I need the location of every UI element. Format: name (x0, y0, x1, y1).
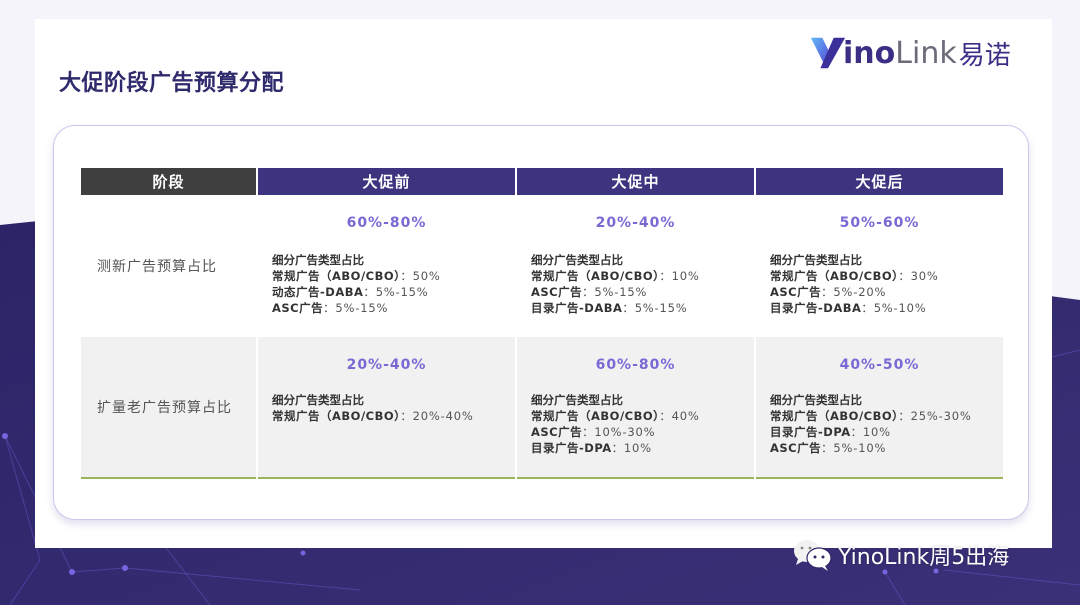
table-cell: 20%-40% 细分广告类型占比 常规广告（ABO/CBO）：10% ASC广告… (516, 195, 756, 337)
item-value: ：5%-15% (323, 301, 389, 315)
wechat-icon (794, 540, 832, 571)
item-key: ASC广告 (531, 285, 583, 299)
item-key: 动态广告-DABA (272, 285, 364, 299)
row-label: 测新广告预算占比 (81, 195, 258, 337)
item-value: ：25%-30% (898, 409, 972, 423)
item-key: ASC广告 (770, 285, 822, 299)
item-value: ：5%-10% (821, 441, 887, 455)
item-key: 常规广告（ABO/CBO） (531, 409, 660, 423)
breakdown-title: 细分广告类型占比 (531, 253, 623, 267)
breakdown-item: 常规广告（ABO/CBO）：40% (531, 408, 754, 424)
breakdown-title: 细分广告类型占比 (272, 393, 364, 407)
item-key: 目录广告-DABA (770, 301, 862, 315)
budget-range: 60%-80% (595, 357, 676, 373)
yinolink-logo-mark-icon (810, 37, 846, 69)
item-key: ASC广告 (770, 441, 822, 455)
logo-text-cn: 易诺 (958, 40, 1011, 71)
item-key: 目录广告-DPA (770, 425, 851, 439)
breakdown-item: ASC广告：5%-15% (531, 284, 754, 300)
breakdown-item: 常规广告（ABO/CBO）：50% (272, 268, 515, 284)
table-header-row: 阶段 大促前 大促中 大促后 (81, 168, 1003, 195)
header-pre-promo: 大促前 (257, 168, 517, 195)
item-key: 常规广告（ABO/CBO） (272, 409, 401, 423)
table-cell: 50%-60% 细分广告类型占比 常规广告（ABO/CBO）：30% ASC广告… (755, 195, 1003, 337)
item-key: 常规广告（ABO/CBO） (770, 409, 899, 423)
breakdown-item: 常规广告（ABO/CBO）：25%-30% (770, 408, 1003, 424)
breakdown-title: 细分广告类型占比 (531, 393, 623, 407)
header-stage: 阶段 (81, 168, 258, 195)
table-cell: 20%-40% 细分广告类型占比 常规广告（ABO/CBO）：20%-40% (257, 337, 517, 478)
breakdown-item: 目录广告-DPA：10% (531, 440, 754, 456)
budget-range: 20%-40% (595, 215, 676, 231)
breakdown-item: 目录广告-DABA：5%-15% (531, 300, 754, 316)
budget-range: 50%-60% (839, 215, 920, 231)
table-panel: 阶段 大促前 大促中 大促后 测新广告预算占比 60%-80% 细分广告类型占比… (53, 125, 1029, 520)
logo-text-link: Link (895, 35, 957, 71)
breakdown: 细分广告类型占比 常规广告（ABO/CBO）：10% ASC广告：5%-15% … (517, 252, 754, 316)
budget-range: 20%-40% (346, 357, 427, 373)
breakdown-item: ASC广告：10%-30% (531, 424, 754, 440)
breakdown-title: 细分广告类型占比 (770, 253, 862, 267)
row-label: 扩量老广告预算占比 (81, 337, 258, 478)
item-value: ：5%-15% (622, 301, 688, 315)
table-row-scale-old-ads: 扩量老广告预算占比 20%-40% 细分广告类型占比 常规广告（ABO/CBO）… (81, 337, 1003, 478)
breakdown-item: ASC广告：5%-10% (770, 440, 1003, 456)
budget-range: 40%-50% (839, 357, 920, 373)
breakdown: 细分广告类型占比 常规广告（ABO/CBO）：25%-30% 目录广告-DPA：… (756, 392, 1003, 456)
header-during-promo: 大促中 (516, 168, 756, 195)
header-post-promo: 大促后 (755, 168, 1003, 195)
yinolink-logo: ino Link 易诺 (809, 33, 1011, 73)
item-value: ：20%-40% (400, 409, 474, 423)
wechat-watermark: YinoLink周5出海 (792, 538, 1009, 572)
item-value: ：5%-20% (821, 285, 887, 299)
breakdown-title: 细分广告类型占比 (272, 253, 364, 267)
table-cell: 60%-80% 细分广告类型占比 常规广告（ABO/CBO）：50% 动态广告-… (257, 195, 517, 337)
breakdown-item: ASC广告：5%-15% (272, 300, 515, 316)
slide-card: 大促阶段广告预算分配 ino Link 易诺 阶段 大促前 (35, 19, 1052, 548)
breakdown-item: 目录广告-DABA：5%-10% (770, 300, 1003, 316)
item-value: ：10%-30% (582, 425, 656, 439)
item-key: 目录广告-DPA (531, 441, 612, 455)
item-value: ：40% (659, 409, 700, 423)
budget-allocation-table: 阶段 大促前 大促中 大促后 测新广告预算占比 60%-80% 细分广告类型占比… (81, 168, 1003, 479)
item-key: 常规广告（ABO/CBO） (531, 269, 660, 283)
table-cell: 60%-80% 细分广告类型占比 常规广告（ABO/CBO）：40% ASC广告… (516, 337, 756, 478)
item-value: ：10% (850, 425, 891, 439)
breakdown-item: 常规广告（ABO/CBO）：20%-40% (272, 408, 515, 424)
breakdown-item: 目录广告-DPA：10% (770, 424, 1003, 440)
breakdown: 细分广告类型占比 常规广告（ABO/CBO）：20%-40% (258, 392, 515, 424)
item-value: ：5%-10% (861, 301, 927, 315)
item-key: ASC广告 (272, 301, 324, 315)
breakdown-item: 常规广告（ABO/CBO）：10% (531, 268, 754, 284)
breakdown: 细分广告类型占比 常规广告（ABO/CBO）：50% 动态广告-DABA：5%-… (258, 252, 515, 316)
item-value: ：5%-15% (582, 285, 648, 299)
budget-range: 60%-80% (346, 215, 427, 231)
watermark-text: YinoLink周5出海 (838, 545, 1010, 570)
breakdown-title: 细分广告类型占比 (770, 393, 862, 407)
page-title: 大促阶段广告预算分配 (59, 71, 285, 96)
breakdown-item: ASC广告：5%-20% (770, 284, 1003, 300)
item-value: ：10% (611, 441, 652, 455)
breakdown-item: 常规广告（ABO/CBO）：30% (770, 268, 1003, 284)
item-value: ：10% (659, 269, 700, 283)
item-key: 常规广告（ABO/CBO） (770, 269, 899, 283)
item-value: ：5%-15% (363, 285, 429, 299)
item-key: ASC广告 (531, 425, 583, 439)
logo-text-ino: ino (843, 35, 896, 71)
breakdown-item: 动态广告-DABA：5%-15% (272, 284, 515, 300)
table-cell: 40%-50% 细分广告类型占比 常规广告（ABO/CBO）：25%-30% 目… (755, 337, 1003, 478)
item-value: ：50% (400, 269, 441, 283)
table-row-new-ads: 测新广告预算占比 60%-80% 细分广告类型占比 常规广告（ABO/CBO）：… (81, 195, 1003, 337)
breakdown: 细分广告类型占比 常规广告（ABO/CBO）：30% ASC广告：5%-20% … (756, 252, 1003, 316)
item-key: 目录广告-DABA (531, 301, 623, 315)
breakdown: 细分广告类型占比 常规广告（ABO/CBO）：40% ASC广告：10%-30%… (517, 392, 754, 456)
item-key: 常规广告（ABO/CBO） (272, 269, 401, 283)
item-value: ：30% (898, 269, 939, 283)
